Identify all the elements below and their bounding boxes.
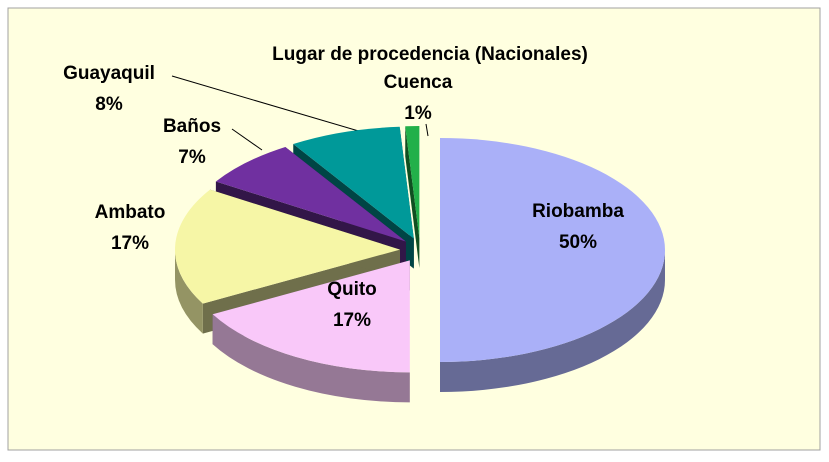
leader-line xyxy=(425,123,429,137)
data-label-value: 8% xyxy=(95,94,123,115)
data-label-value: 1% xyxy=(404,103,432,124)
data-label-name: Ambato xyxy=(95,202,166,223)
leader-line xyxy=(231,128,263,151)
data-label-value: 7% xyxy=(178,147,206,168)
data-label-name: Cuenca xyxy=(384,72,453,93)
slice xyxy=(405,126,420,239)
data-label-name: Baños xyxy=(163,116,221,137)
slice xyxy=(215,146,406,242)
slice-side xyxy=(175,249,203,334)
data-label-value: 17% xyxy=(111,233,149,254)
slice-wall xyxy=(405,126,420,269)
data-label-value: 17% xyxy=(333,310,371,331)
slice xyxy=(175,189,401,304)
slice xyxy=(440,138,665,362)
data-label-name: Quito xyxy=(327,279,377,300)
data-label-name: Riobamba xyxy=(532,201,624,222)
slice-side xyxy=(440,250,665,392)
data-label-name: Guayaquil xyxy=(63,63,155,84)
slice xyxy=(212,260,410,373)
chart-title: Lugar de procedencia (Nacionales) xyxy=(272,44,588,65)
leader-line xyxy=(171,75,363,133)
chart-area xyxy=(7,7,821,451)
data-label-value: 50% xyxy=(559,232,597,253)
slice-side xyxy=(212,314,410,403)
slice xyxy=(293,126,414,239)
